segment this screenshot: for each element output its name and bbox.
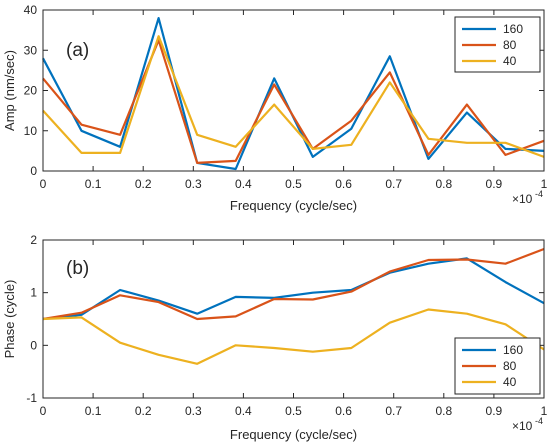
chart-0-panel-label: (a) bbox=[66, 40, 89, 61]
chart-0-x-tick-label: 0.1 bbox=[85, 177, 102, 191]
chart-0-x-tick-label: 1 bbox=[541, 177, 548, 191]
chart-1-series-line-40 bbox=[42, 308, 545, 365]
chart-1-panel-label: (b) bbox=[66, 258, 89, 279]
chart-0-x-tick-label: 0.4 bbox=[235, 177, 252, 191]
chart-0-legend-box bbox=[454, 16, 541, 73]
chart-0-x-tick-label: 0.6 bbox=[335, 177, 352, 191]
chart-1-x-tick-label: 0.5 bbox=[285, 404, 302, 418]
chart-1-x-tick-label: 0.4 bbox=[235, 404, 252, 418]
chart-1-x-tick-label: 0.8 bbox=[435, 404, 452, 418]
chart-1-y-tick-label: 0 bbox=[30, 338, 37, 352]
chart-1-legend-label-40: 40 bbox=[503, 375, 517, 389]
chart-0-x-tick-label: 0.5 bbox=[285, 177, 302, 191]
chart-0-panel: 0 0.1 0.2 0.3 0.4 0.5 0.6 0.7 0.8 0.9 1010203040(a… bbox=[2, 3, 548, 213]
chart-1-x-tick-label: 0.7 bbox=[385, 404, 402, 418]
chart-1-legend: 160 80 40 bbox=[454, 337, 541, 395]
chart-1-y-axis-label: Phase (cycle) bbox=[2, 280, 17, 359]
chart-0-legend: 160 80 40 bbox=[454, 16, 541, 73]
chart-0-y-tick-label: 30 bbox=[24, 43, 38, 57]
chart-0-x-axis-label: Frequency (cycle/sec) bbox=[230, 198, 357, 213]
chart-0-series-line-80 bbox=[42, 39, 545, 164]
chart-1-x-axis-label: Frequency (cycle/sec) bbox=[230, 427, 357, 442]
chart-0-x-exponent-label: ×10 bbox=[512, 192, 533, 206]
chart-1-panel: 0 0.1 0.2 0.3 0.4 0.5 0.6 0.7 0.8 0.9 1-1012(b)Fre… bbox=[2, 233, 548, 442]
chart-1-y-tick-label: 2 bbox=[30, 233, 37, 247]
chart-1-x-tick-label: 0.9 bbox=[486, 404, 503, 418]
chart-0-legend-label-80: 80 bbox=[503, 38, 517, 52]
chart-0-x-tick-label: 0.3 bbox=[185, 177, 202, 191]
chart-0-x-tick-label: 0 bbox=[40, 177, 47, 191]
chart-1-x-tick-label: 0.2 bbox=[135, 404, 152, 418]
chart-0-x-tick-label: 0.2 bbox=[135, 177, 152, 191]
chart-0-y-tick-label: 10 bbox=[24, 124, 38, 138]
chart-0-legend-label-160: 160 bbox=[503, 22, 523, 36]
chart-0-x-exponent-power: -4 bbox=[535, 189, 543, 199]
chart-1-y-tick-label: 1 bbox=[30, 286, 37, 300]
chart-0-series-line-40 bbox=[42, 35, 545, 158]
chart-0-y-tick-label: 20 bbox=[24, 84, 38, 98]
chart-0-x-tick-label: 0.9 bbox=[486, 177, 503, 191]
chart-0-legend-label-40: 40 bbox=[503, 54, 517, 68]
chart-1-x-tick-label: 0.1 bbox=[85, 404, 102, 418]
chart-1-x-exponent-power: -4 bbox=[535, 416, 543, 426]
chart-0-x-tick-label: 0.7 bbox=[385, 177, 402, 191]
chart-1-y-tick-label: -1 bbox=[26, 391, 37, 405]
chart-1-series-line-80 bbox=[42, 247, 545, 321]
chart-1-legend-label-80: 80 bbox=[503, 359, 517, 373]
chart-0-axes-frame bbox=[42, 9, 545, 172]
chart-0-y-axis-label: Amp (nm/sec) bbox=[2, 50, 17, 131]
chart-1-legend-label-160: 160 bbox=[503, 343, 523, 357]
chart-1-axes-frame bbox=[42, 239, 545, 399]
chart-1-x-tick-label: 0.3 bbox=[185, 404, 202, 418]
chart-1-x-tick-label: 0.6 bbox=[335, 404, 352, 418]
chart-1-x-exponent-label: ×10 bbox=[512, 419, 533, 433]
chart-0-x-tick-label: 0.8 bbox=[435, 177, 452, 191]
chart-1-x-tick-label: 0 bbox=[40, 404, 47, 418]
chart-0-y-tick-label: 0 bbox=[30, 164, 37, 178]
chart-1-x-tick-label: 1 bbox=[541, 404, 548, 418]
chart-0-y-tick-label: 40 bbox=[24, 3, 38, 17]
